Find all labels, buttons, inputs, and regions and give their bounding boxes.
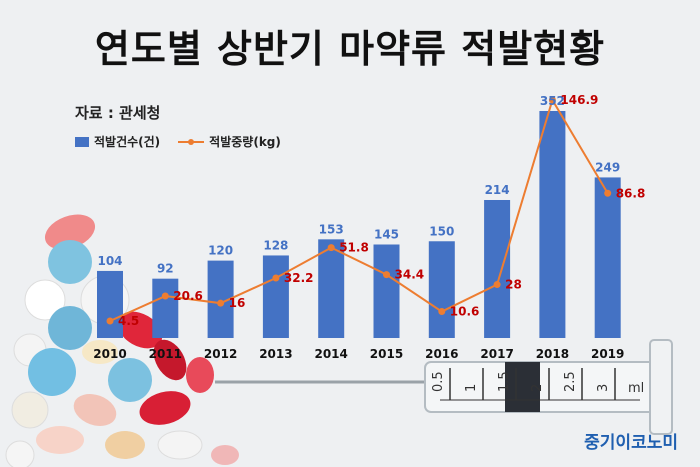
x-tick-label: 2010 <box>93 347 126 361</box>
page-title: 연도별 상반기 마약류 적발현황 <box>94 27 606 71</box>
syringe-scale-label: 0.5 <box>431 371 446 392</box>
syringe-scale-label: 1 <box>464 384 479 392</box>
bar-value-label: 92 <box>157 262 174 276</box>
weight-value-label: 34.4 <box>395 268 425 282</box>
x-tick-label: 2017 <box>480 347 513 361</box>
x-tick-label: 2015 <box>370 347 403 361</box>
bar-value-label: 153 <box>319 222 344 236</box>
bar-2011 <box>152 278 179 338</box>
bar-2019 <box>594 177 621 338</box>
weight-point-2010 <box>106 317 114 325</box>
legend-bar-label: 적발건수(건) <box>94 135 161 149</box>
weight-point-2018 <box>548 96 556 104</box>
weight-value-label: 20.6 <box>173 289 203 303</box>
bar-2016 <box>428 241 455 338</box>
bar-value-label: 145 <box>374 227 399 241</box>
legend-item-bar: 적발건수(건) <box>75 133 160 150</box>
legend-line-label: 적발중량(kg) <box>209 135 281 149</box>
x-tick-label: 2019 <box>591 347 624 361</box>
weight-value-label: 10.6 <box>450 305 480 319</box>
weight-point-2015 <box>383 271 390 279</box>
bar-2015 <box>373 244 400 338</box>
syringe-scale-label: 3 <box>596 384 611 392</box>
bar-2014 <box>318 239 345 338</box>
weight-point-2013 <box>272 274 280 282</box>
weight-value-label: 32.2 <box>284 271 314 285</box>
weight-value-label: 16 <box>229 296 246 310</box>
weight-value-label: 4.5 <box>118 314 139 328</box>
x-tick-label: 2013 <box>259 347 292 361</box>
bar-2017 <box>484 199 511 338</box>
bar-value-label: 104 <box>97 254 122 268</box>
chart-legend: 적발건수(건) 적발중량(kg) <box>75 133 291 150</box>
x-tick-label: 2016 <box>425 347 458 361</box>
x-tick-label: 2012 <box>204 347 237 361</box>
syringe-scale-label: 2.5 <box>563 371 578 392</box>
weight-value-label: 28 <box>505 278 522 292</box>
x-tick-label: 2014 <box>314 347 347 361</box>
weight-point-2014 <box>327 244 335 252</box>
weight-point-2012 <box>217 299 225 307</box>
bar-value-label: 214 <box>485 183 510 197</box>
syringe-scale-label: 2 <box>530 384 545 392</box>
weight-point-2011 <box>161 292 169 300</box>
bar-2010 <box>97 270 123 338</box>
weight-point-2016 <box>438 308 446 316</box>
bar-2018 <box>539 111 566 338</box>
bar-value-label: 249 <box>595 160 620 174</box>
syringe-scale-label: 1.5 <box>497 371 512 392</box>
weight-value-label: 146.9 <box>560 93 598 107</box>
weight-point-2017 <box>493 281 501 289</box>
weight-value-label: 51.8 <box>339 241 369 255</box>
syringe-image: 0.5 1 1.5 2 2.5 3 ml <box>215 339 673 435</box>
brand-logo: 중기이코노미 <box>584 433 678 453</box>
bar-value-label: 120 <box>208 244 233 258</box>
bar-value-label: 150 <box>429 224 454 238</box>
x-tick-label: 2011 <box>149 347 182 361</box>
x-tick-label: 2018 <box>536 347 569 361</box>
weight-line <box>109 97 609 322</box>
weight-point-2019 <box>604 189 612 197</box>
source-note: 자료 : 관세청 <box>75 104 161 122</box>
weight-value-label: 86.8 <box>616 186 646 200</box>
legend-item-line: 적발중량(kg) <box>178 133 281 150</box>
bar-2013 <box>262 255 289 338</box>
bar-value-label: 352 <box>540 94 565 108</box>
syringe-unit-label: ml <box>628 381 644 396</box>
legend-bar-swatch <box>75 136 89 147</box>
legend-line-swatch <box>178 138 204 145</box>
bar-value-label: 128 <box>263 238 288 252</box>
